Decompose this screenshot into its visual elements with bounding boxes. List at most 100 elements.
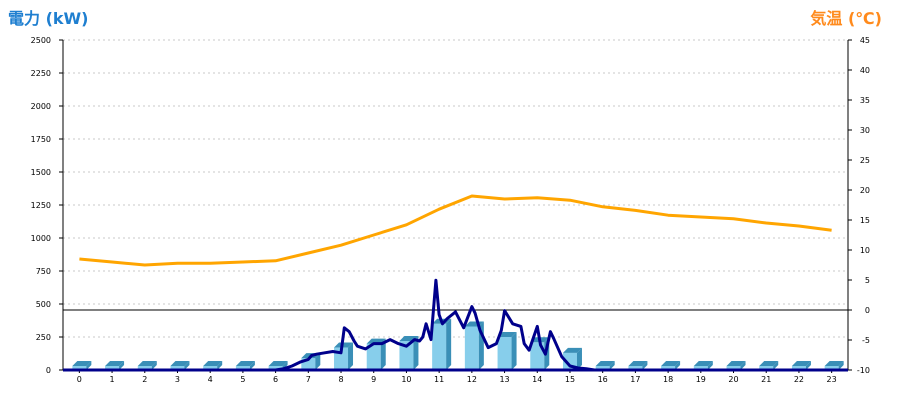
x-tick-label: 22 (794, 375, 804, 384)
x-tick-label: 9 (371, 375, 376, 384)
power-bar-side (86, 361, 92, 370)
x-tick-label: 1 (110, 375, 115, 384)
left-tick-label: 1750 (31, 135, 51, 144)
x-tick-label: 5 (240, 375, 245, 384)
power-bar (595, 366, 610, 370)
x-tick-label: 18 (663, 375, 673, 384)
power-bar (235, 366, 250, 370)
right-tick-label: 10 (860, 246, 870, 255)
x-tick-label: 7 (306, 375, 311, 384)
power-bar-top (137, 361, 157, 366)
power-bar (399, 340, 414, 370)
x-tick-label: 10 (401, 375, 411, 384)
power-bar-top (595, 361, 615, 366)
right-tick-label: 15 (860, 216, 870, 225)
power-bar-side (511, 332, 517, 370)
power-bar-side (446, 318, 452, 370)
power-bar (726, 366, 741, 370)
power-bar-side (348, 342, 354, 370)
power-bar (105, 366, 120, 370)
x-tick-label: 0 (77, 375, 82, 384)
power-line (275, 278, 603, 372)
right-tick-label: 25 (860, 156, 870, 165)
x-tick-label: 3 (175, 375, 180, 384)
power-bar-side (576, 347, 582, 370)
power-bar (464, 326, 479, 370)
x-tick-label: 21 (761, 375, 771, 384)
power-bar-top (203, 361, 223, 366)
power-bar-side (184, 361, 190, 370)
left-tick-label: 1500 (31, 168, 51, 177)
right-tick-label: -10 (857, 366, 870, 375)
power-bar (791, 366, 806, 370)
power-bar-side (380, 338, 386, 370)
power-bar-side (805, 361, 811, 370)
x-tick-label: 19 (696, 375, 706, 384)
x-tick-label: 17 (630, 375, 640, 384)
power-bar (628, 366, 643, 370)
x-tick-label: 8 (338, 375, 343, 384)
x-tick-label: 2 (142, 375, 147, 384)
left-tick-label: 250 (36, 333, 51, 342)
power-bar-top (661, 361, 681, 366)
power-bar-top (105, 361, 125, 366)
power-bar-top (791, 361, 811, 366)
power-bar-side (119, 361, 125, 370)
x-tick-label: 4 (208, 375, 213, 384)
power-bar (203, 366, 218, 370)
left-tick-label: 1000 (31, 234, 51, 243)
left-tick-label: 2000 (31, 102, 51, 111)
right-tick-label: 30 (860, 126, 870, 135)
power-bar-top (759, 361, 779, 366)
x-tick-label: 6 (273, 375, 278, 384)
power-bar-top (628, 361, 648, 366)
power-bar (72, 366, 87, 370)
power-bar-top (562, 347, 582, 353)
left-axis-title: 電力 (kW) (8, 9, 89, 28)
power-bar-side (609, 361, 615, 370)
power-bar (170, 366, 185, 370)
power-bar-side (217, 361, 223, 370)
left-tick-label: 750 (36, 267, 51, 276)
power-bar-top (497, 332, 517, 337)
power-bar-top (824, 361, 844, 366)
x-tick-label: 15 (565, 375, 575, 384)
power-bar-top (170, 361, 190, 366)
right-tick-label: 35 (860, 96, 870, 105)
power-bar-side (315, 353, 321, 370)
x-tick-label: 11 (434, 375, 444, 384)
left-tick-label: 500 (36, 300, 51, 309)
power-bar-side (838, 361, 844, 370)
power-bar (366, 343, 381, 370)
power-bar-side (675, 361, 681, 370)
power-bar-top (268, 361, 288, 366)
temperature-line (79, 194, 832, 267)
power-bar (268, 366, 283, 370)
power-bar-side (740, 361, 746, 370)
x-tick-label: 20 (728, 375, 738, 384)
left-tick-label: 1250 (31, 201, 51, 210)
x-tick-label: 12 (467, 375, 477, 384)
power-bar (824, 366, 839, 370)
power-bar-side (707, 361, 713, 370)
power-bar (661, 366, 676, 370)
power-bar (759, 366, 774, 370)
power-bar (432, 323, 447, 370)
right-tick-label: 0 (865, 306, 870, 315)
power-bar-side (151, 361, 157, 370)
power-bar (497, 337, 512, 370)
power-bar-side (773, 361, 779, 370)
power-bar-side (413, 335, 419, 370)
right-tick-label: 40 (860, 66, 870, 75)
right-tick-label: 45 (860, 36, 870, 45)
x-tick-label: 23 (827, 375, 837, 384)
left-tick-label: 0 (46, 366, 51, 375)
power-bar-top (726, 361, 746, 366)
power-bar (530, 342, 545, 370)
power-bar (693, 366, 708, 370)
x-tick-label: 13 (499, 375, 509, 384)
right-tick-label: 5 (865, 276, 870, 285)
power-bar (301, 358, 316, 370)
